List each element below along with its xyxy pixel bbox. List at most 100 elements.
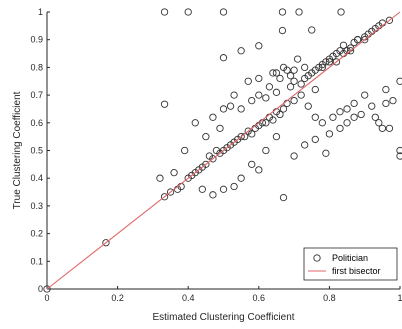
data-point [325, 130, 334, 138]
data-point [286, 72, 295, 80]
data-point [278, 8, 287, 16]
data-point [216, 124, 224, 132]
data-point [336, 47, 344, 55]
data-point [181, 146, 189, 155]
legend-circle-marker [313, 254, 321, 262]
y-tick-label: 0 [38, 284, 43, 294]
data-point [244, 77, 252, 85]
data-point [322, 149, 330, 157]
data-point [219, 54, 228, 62]
data-point [346, 47, 355, 55]
data-point [290, 152, 298, 160]
y-tick-label: 0.3 [30, 201, 43, 211]
data-point [184, 174, 192, 182]
data-point [43, 285, 51, 293]
data-point [244, 127, 252, 135]
data-point [308, 26, 316, 34]
data-point [156, 174, 164, 182]
y-tick-label: 0.2 [30, 229, 43, 239]
data-point [219, 8, 228, 16]
data-points [43, 8, 402, 293]
data-point [202, 132, 210, 141]
legend-label-first-bisector: first bisector [332, 266, 381, 276]
data-point [337, 8, 345, 16]
y-ticks: 0 0.1 0.2 0.3 0.4 0.5 0.6 0.7 0.8 0.9 1 [30, 7, 50, 294]
data-point [269, 69, 277, 77]
data-point [262, 146, 270, 155]
x-tick-label: 0.4 [182, 293, 195, 303]
data-point [255, 42, 263, 50]
x-tick-label: 0.2 [111, 293, 124, 303]
data-point [279, 193, 288, 202]
data-point [336, 124, 344, 132]
data-point [295, 8, 303, 16]
y-axis-label: True Clustering Coefficient [12, 91, 23, 209]
data-point [262, 94, 270, 102]
legend: Politician first bisector [303, 247, 398, 281]
data-point [166, 188, 175, 196]
data-point [389, 96, 397, 105]
data-point [102, 239, 110, 247]
data-point [279, 105, 288, 113]
data-point [293, 55, 302, 63]
data-point [343, 105, 351, 113]
data-point [385, 124, 394, 132]
data-point [329, 52, 337, 60]
y-tick-label: 0.5 [30, 146, 43, 156]
data-point [255, 74, 263, 83]
data-point [272, 88, 281, 96]
data-point [332, 58, 341, 66]
data-point [361, 91, 369, 99]
data-point [170, 169, 178, 177]
data-point [272, 69, 281, 77]
data-point [230, 182, 238, 191]
first-bisector-line [46, 11, 401, 290]
data-point [290, 77, 298, 85]
data-point [382, 99, 390, 108]
data-point [357, 110, 365, 119]
data-point [371, 113, 379, 121]
data-point [325, 58, 334, 66]
data-point [368, 102, 376, 110]
legend-label-politician: Politician [332, 253, 368, 263]
data-point [329, 113, 337, 121]
data-point [396, 152, 402, 160]
data-point [160, 193, 169, 201]
data-point [198, 185, 206, 193]
data-point [301, 141, 309, 149]
data-point [375, 119, 383, 127]
data-point [286, 83, 295, 91]
data-point [205, 152, 214, 160]
data-point [191, 119, 199, 127]
y-tick-label: 0.9 [30, 35, 43, 45]
data-point [385, 16, 394, 24]
data-point [382, 85, 390, 94]
data-point [378, 124, 386, 132]
data-point [184, 8, 192, 16]
data-point [396, 77, 402, 85]
data-point [301, 63, 309, 72]
data-point [237, 47, 245, 55]
data-point [304, 102, 312, 110]
data-point [276, 74, 284, 83]
data-point [237, 174, 245, 182]
data-point [343, 119, 351, 127]
data-point [160, 8, 169, 16]
x-tick-label: 0.6 [253, 293, 266, 303]
x-tick-label: 1 [397, 293, 402, 303]
y-tick-label: 1 [38, 7, 43, 17]
y-tick-label: 0.7 [30, 90, 43, 100]
data-point [272, 132, 281, 141]
data-point [248, 96, 256, 105]
y-tick-label: 0.6 [30, 118, 43, 128]
data-point [318, 63, 326, 72]
x-tick-label: 0 [44, 293, 49, 303]
data-point [361, 36, 369, 44]
data-point [226, 102, 235, 110]
data-point [248, 160, 256, 169]
data-point [262, 119, 270, 127]
data-point [311, 135, 319, 144]
data-point [230, 91, 238, 99]
data-point [318, 119, 326, 127]
